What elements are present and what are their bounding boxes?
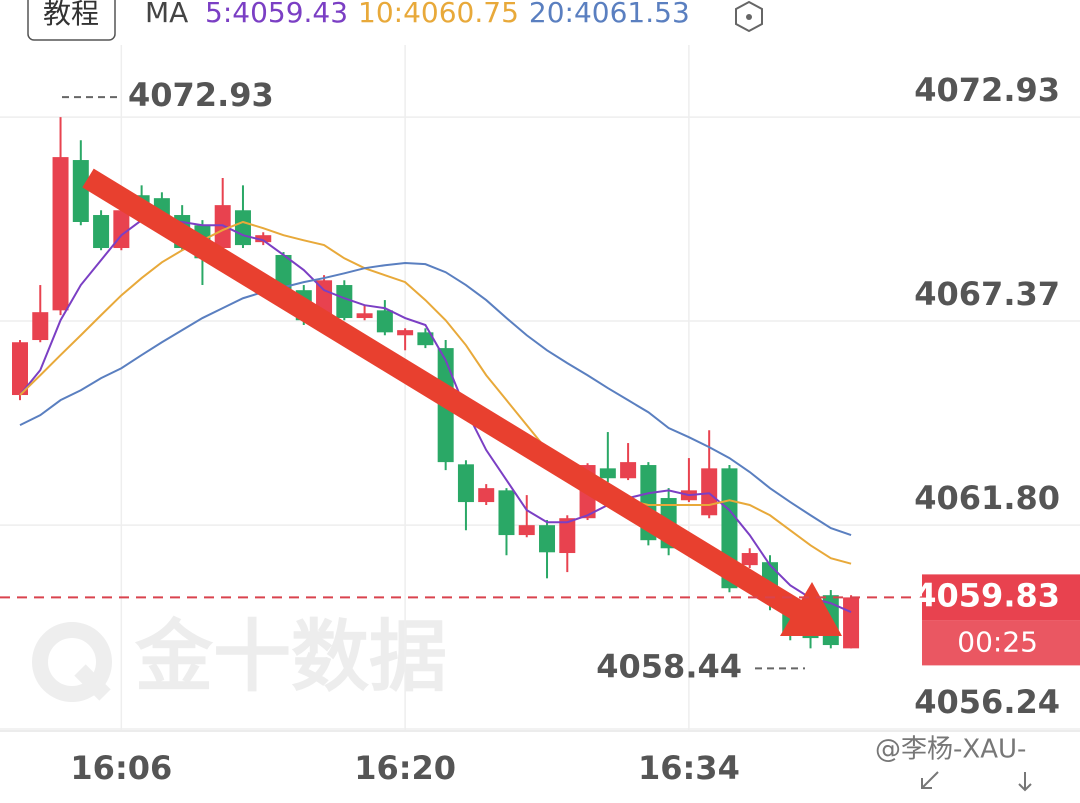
candle-body [457,464,474,503]
candle-body [356,313,373,319]
watermark: 金十数据 [134,612,447,702]
candle-body [417,332,434,346]
candle-body [336,285,353,319]
legend-entry: 20:4061.53 [529,0,690,29]
trend-arrow [82,168,842,636]
y-tick-label: 4061.80 [914,479,1060,517]
candle-body [397,330,414,336]
countdown-box [922,620,1080,666]
candle-body [498,490,515,536]
y-tick-label: 4067.37 [914,275,1060,313]
candle-body [478,488,495,503]
candle-body [93,215,110,249]
credit: @李杨-XAU- [875,735,1026,765]
y-tick-label: 4056.24 [914,683,1060,721]
candle-body [701,468,718,516]
legend-entry: 10:4060.75 [358,0,519,29]
ma-label: MA [145,0,188,29]
candle-body [255,235,272,243]
countdown: 00:25 [957,625,1038,658]
last-price-label: 4059.83 [914,576,1060,614]
x-tick-label: 16:20 [354,749,456,787]
candle-body [32,312,49,341]
candle-body [376,310,393,333]
x-tick-label: 16:34 [638,749,740,787]
y-tick-label: 4072.93 [914,71,1060,109]
legend-entry: 5:4059.43 [205,0,348,29]
watermark-logo [32,622,112,702]
price-box [922,574,1080,621]
tutorial-label[interactable]: 教程 [43,0,99,30]
candle-body [599,468,616,479]
settings-icon[interactable] [735,0,763,33]
max-label: 4072.93 [128,76,274,114]
min-label: 4058.44 [596,647,742,685]
candle-body [843,597,860,649]
candle-body [72,160,89,222]
candle-body [559,518,576,554]
ma-line [19,262,852,537]
candle-body [539,525,556,553]
candle-body [620,462,637,479]
candle-body [214,205,231,249]
x-tick-label: 16:06 [70,749,172,787]
candle-body [741,553,758,566]
tutorial-button[interactable] [27,0,116,41]
candle-body [52,157,69,311]
candle-body [12,342,28,396]
candle-body [518,525,535,536]
ma-line [19,220,852,565]
candle-body [234,210,251,246]
corner-icons [921,771,1032,792]
